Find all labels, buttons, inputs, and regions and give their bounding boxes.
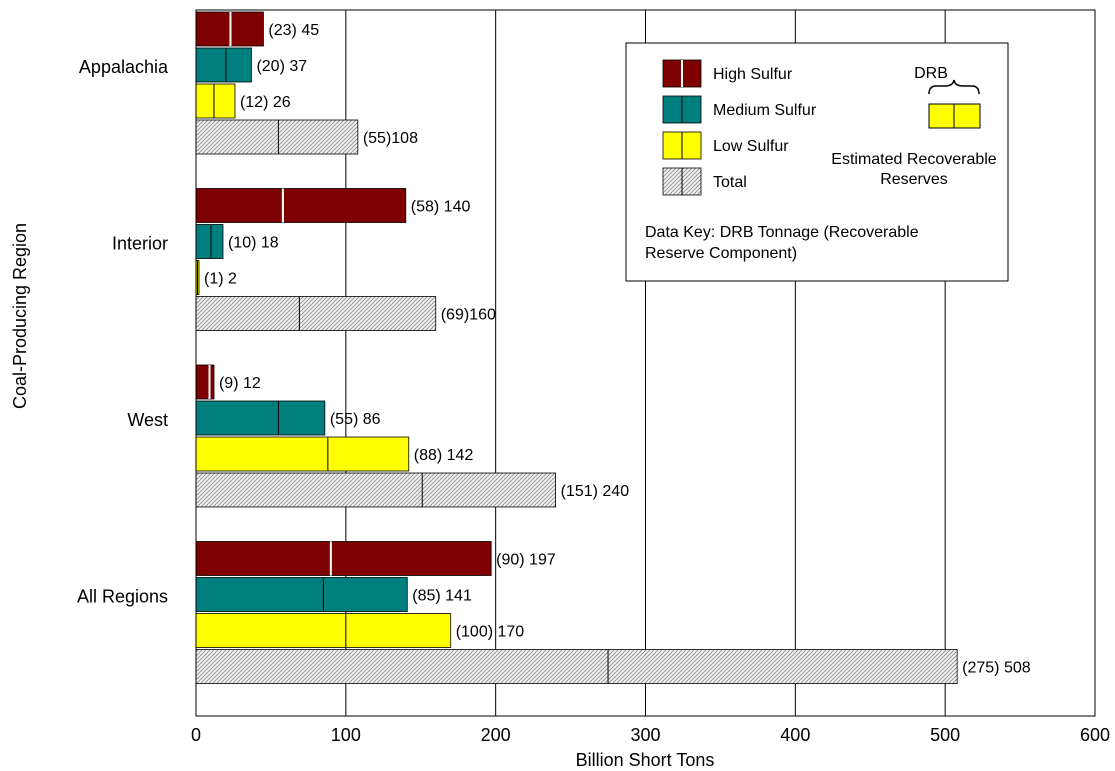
bar [195, 400, 326, 436]
category-label: Interior [112, 234, 168, 254]
bar-value-label: (12) 26 [240, 94, 291, 111]
legend-entries: High Sulfur Medium Sulfur Low Sulfur Total [662, 59, 817, 196]
x-tick-label: 500 [930, 725, 960, 745]
bar-value-label: (9) 12 [219, 375, 261, 392]
bar [195, 577, 408, 612]
legend-entry-label: Total [713, 174, 747, 191]
bar-value-label: (10) 18 [228, 235, 279, 252]
x-tick-label: 600 [1080, 725, 1110, 745]
bar-value-label: (20) 37 [256, 58, 307, 75]
bar [195, 83, 236, 119]
y-axis-title: Coal-Producing Region [10, 223, 30, 409]
category-label: All Regions [77, 587, 168, 607]
bar [195, 472, 557, 508]
bar [195, 119, 359, 155]
bar-value-label: (151) 240 [561, 483, 630, 500]
category-labels: Appalachia Interior West All Regions [77, 57, 169, 607]
x-tick-label: 300 [630, 725, 660, 745]
category-label: West [127, 410, 168, 430]
legend-entry-label: High Sulfur [713, 66, 793, 83]
bar [195, 364, 215, 400]
x-tick-label: 0 [191, 725, 201, 745]
legend-err-label-2: Reserves [880, 171, 948, 188]
bar-value-label: (55) 86 [330, 411, 381, 428]
x-tick-label: 400 [780, 725, 810, 745]
bar [195, 224, 224, 259]
bar [195, 541, 492, 576]
x-axis-title: Billion Short Tons [576, 750, 715, 770]
bar-value-label: (69)160 [441, 307, 496, 324]
bar [195, 188, 407, 223]
category-label: Appalachia [79, 57, 169, 77]
legend-drb-brace-icon [928, 79, 980, 95]
x-tick-label: 100 [331, 725, 361, 745]
bar [195, 296, 437, 331]
legend-key-line-1: Data Key: DRB Tonnage (Recoverable [645, 224, 919, 241]
bar-value-label: (85) 141 [412, 588, 472, 605]
x-tick-label: 200 [481, 725, 511, 745]
bar-value-label: (275) 508 [962, 660, 1031, 677]
legend-drb-label: DRB [914, 65, 948, 82]
legend-key-line-2: Reserve Component) [645, 245, 797, 262]
bar-labels: (23) 45 (20) 37 (12) 26 (55)108 (58) 140 (10)… [204, 22, 1031, 677]
bar-value-label: (55)108 [363, 130, 418, 147]
bar-value-label: (1) 2 [204, 271, 237, 288]
legend-entry-label: Medium Sulfur [713, 102, 817, 119]
plot-frame [195, 9, 1096, 717]
bar [195, 613, 452, 648]
bar-value-label: (100) 170 [456, 624, 525, 641]
bars [195, 11, 958, 684]
x-tick-labels: 0 100 200 300 400 500 600 [191, 725, 1110, 745]
bar-value-label: (23) 45 [268, 22, 319, 39]
legend-entry-label: Low Sulfur [713, 138, 789, 155]
bar-value-label: (88) 142 [414, 447, 474, 464]
bar-value-label: (90) 197 [496, 552, 556, 569]
bar [195, 47, 252, 83]
bar [195, 649, 958, 684]
legend-err-label-1: Estimated Recoverable [831, 151, 997, 168]
bar-value-label: (58) 140 [411, 199, 471, 216]
bar [195, 436, 410, 472]
